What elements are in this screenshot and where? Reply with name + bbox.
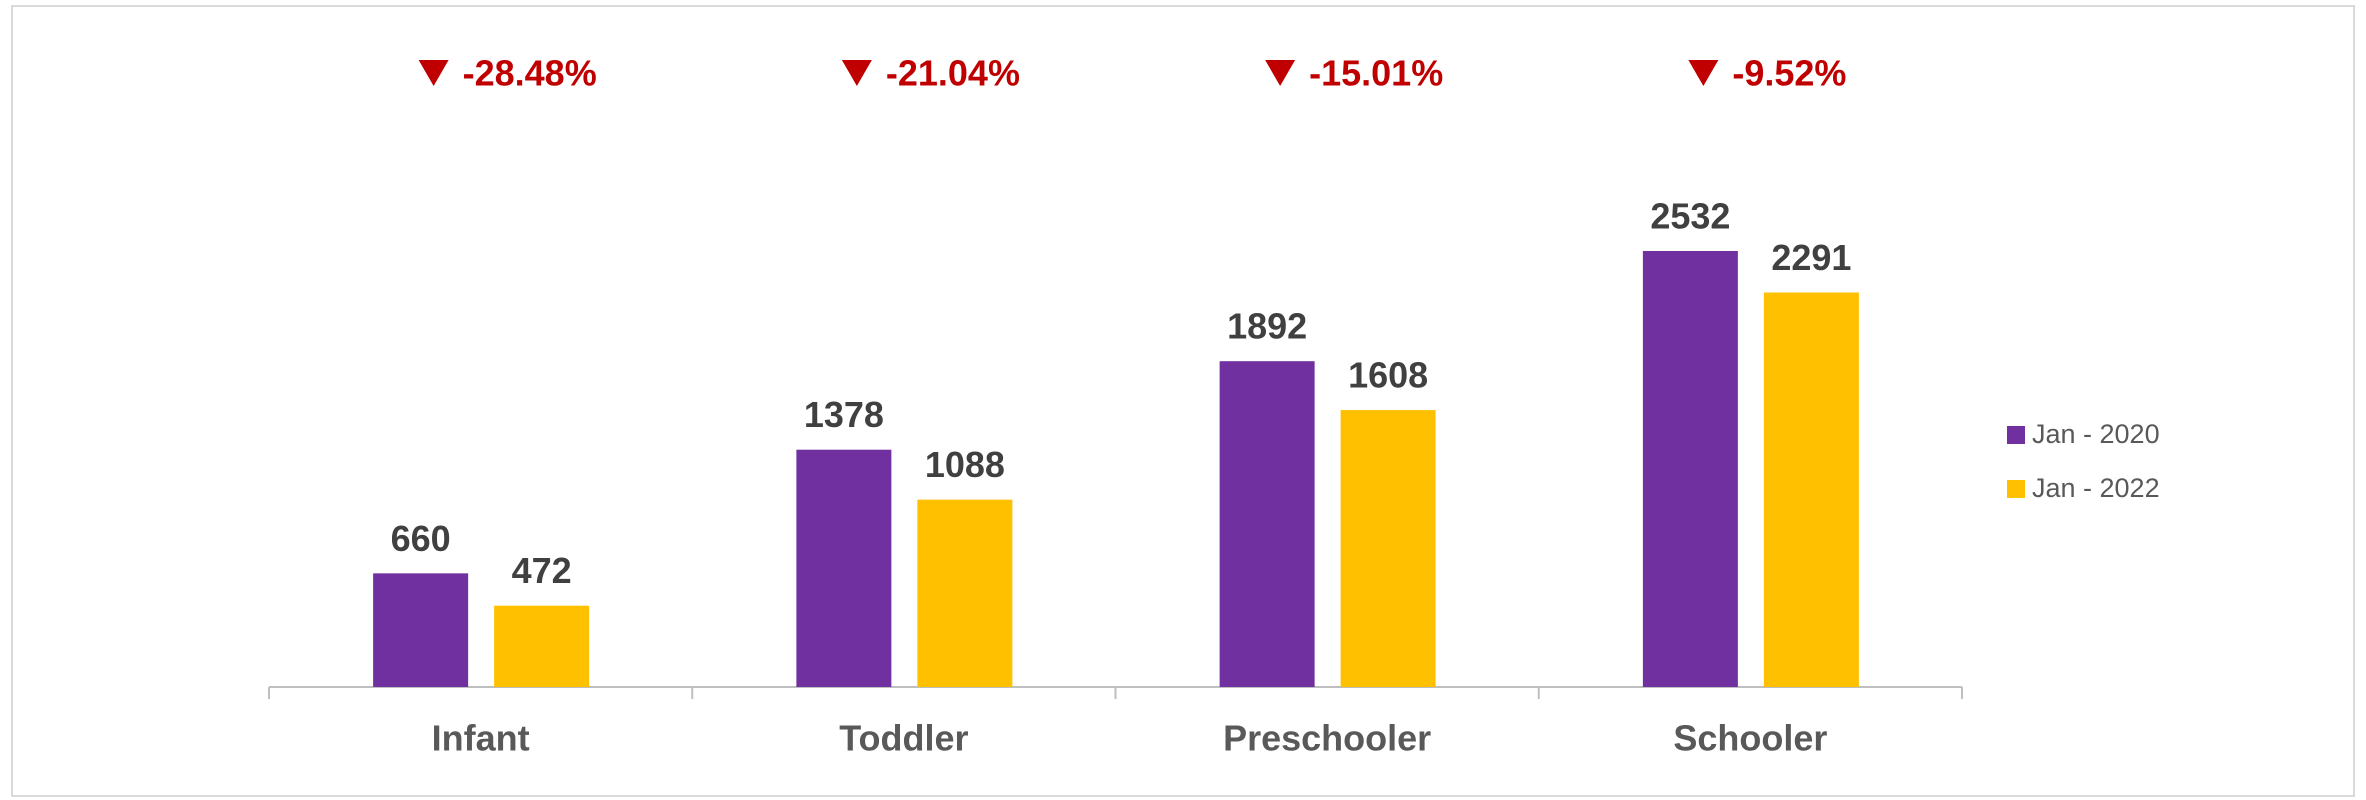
- bar: [796, 449, 892, 687]
- bar: [1642, 250, 1738, 687]
- bar: [917, 499, 1013, 687]
- data-label: 1378: [804, 394, 884, 435]
- x-tick-label: Infant: [432, 718, 530, 759]
- chart-border: [11, 5, 2355, 797]
- down-triangle: [418, 60, 449, 86]
- legend-label: Jan - 2020: [2032, 419, 2160, 449]
- legend-swatch: [2007, 480, 2025, 498]
- bar: [1763, 292, 1859, 687]
- x-tick-label: Schooler: [1673, 718, 1827, 759]
- down-triangle: [1688, 60, 1719, 86]
- down-triangle: [841, 60, 872, 86]
- data-label: 660: [391, 518, 451, 559]
- down-triangle: [1265, 60, 1296, 86]
- x-tick-label: Preschooler: [1223, 718, 1431, 759]
- data-label: 1608: [1348, 355, 1428, 396]
- bar: [1219, 361, 1315, 687]
- bar: [1340, 410, 1436, 687]
- data-label: 2532: [1650, 196, 1730, 237]
- data-label: 1892: [1227, 306, 1307, 347]
- data-label: 472: [512, 550, 572, 591]
- change-annotation: -21.04%: [886, 53, 1020, 94]
- bar: [373, 573, 469, 687]
- change-annotation: -9.52%: [1732, 53, 1846, 94]
- bar: [494, 605, 590, 687]
- legend-swatch: [2007, 426, 2025, 444]
- legend-label: Jan - 2022: [2032, 473, 2160, 503]
- change-annotation: -15.01%: [1309, 53, 1443, 94]
- change-annotation: -28.48%: [463, 53, 597, 94]
- data-label: 2291: [1771, 237, 1851, 278]
- data-label: 1088: [925, 444, 1005, 485]
- x-tick-label: Toddler: [839, 718, 968, 759]
